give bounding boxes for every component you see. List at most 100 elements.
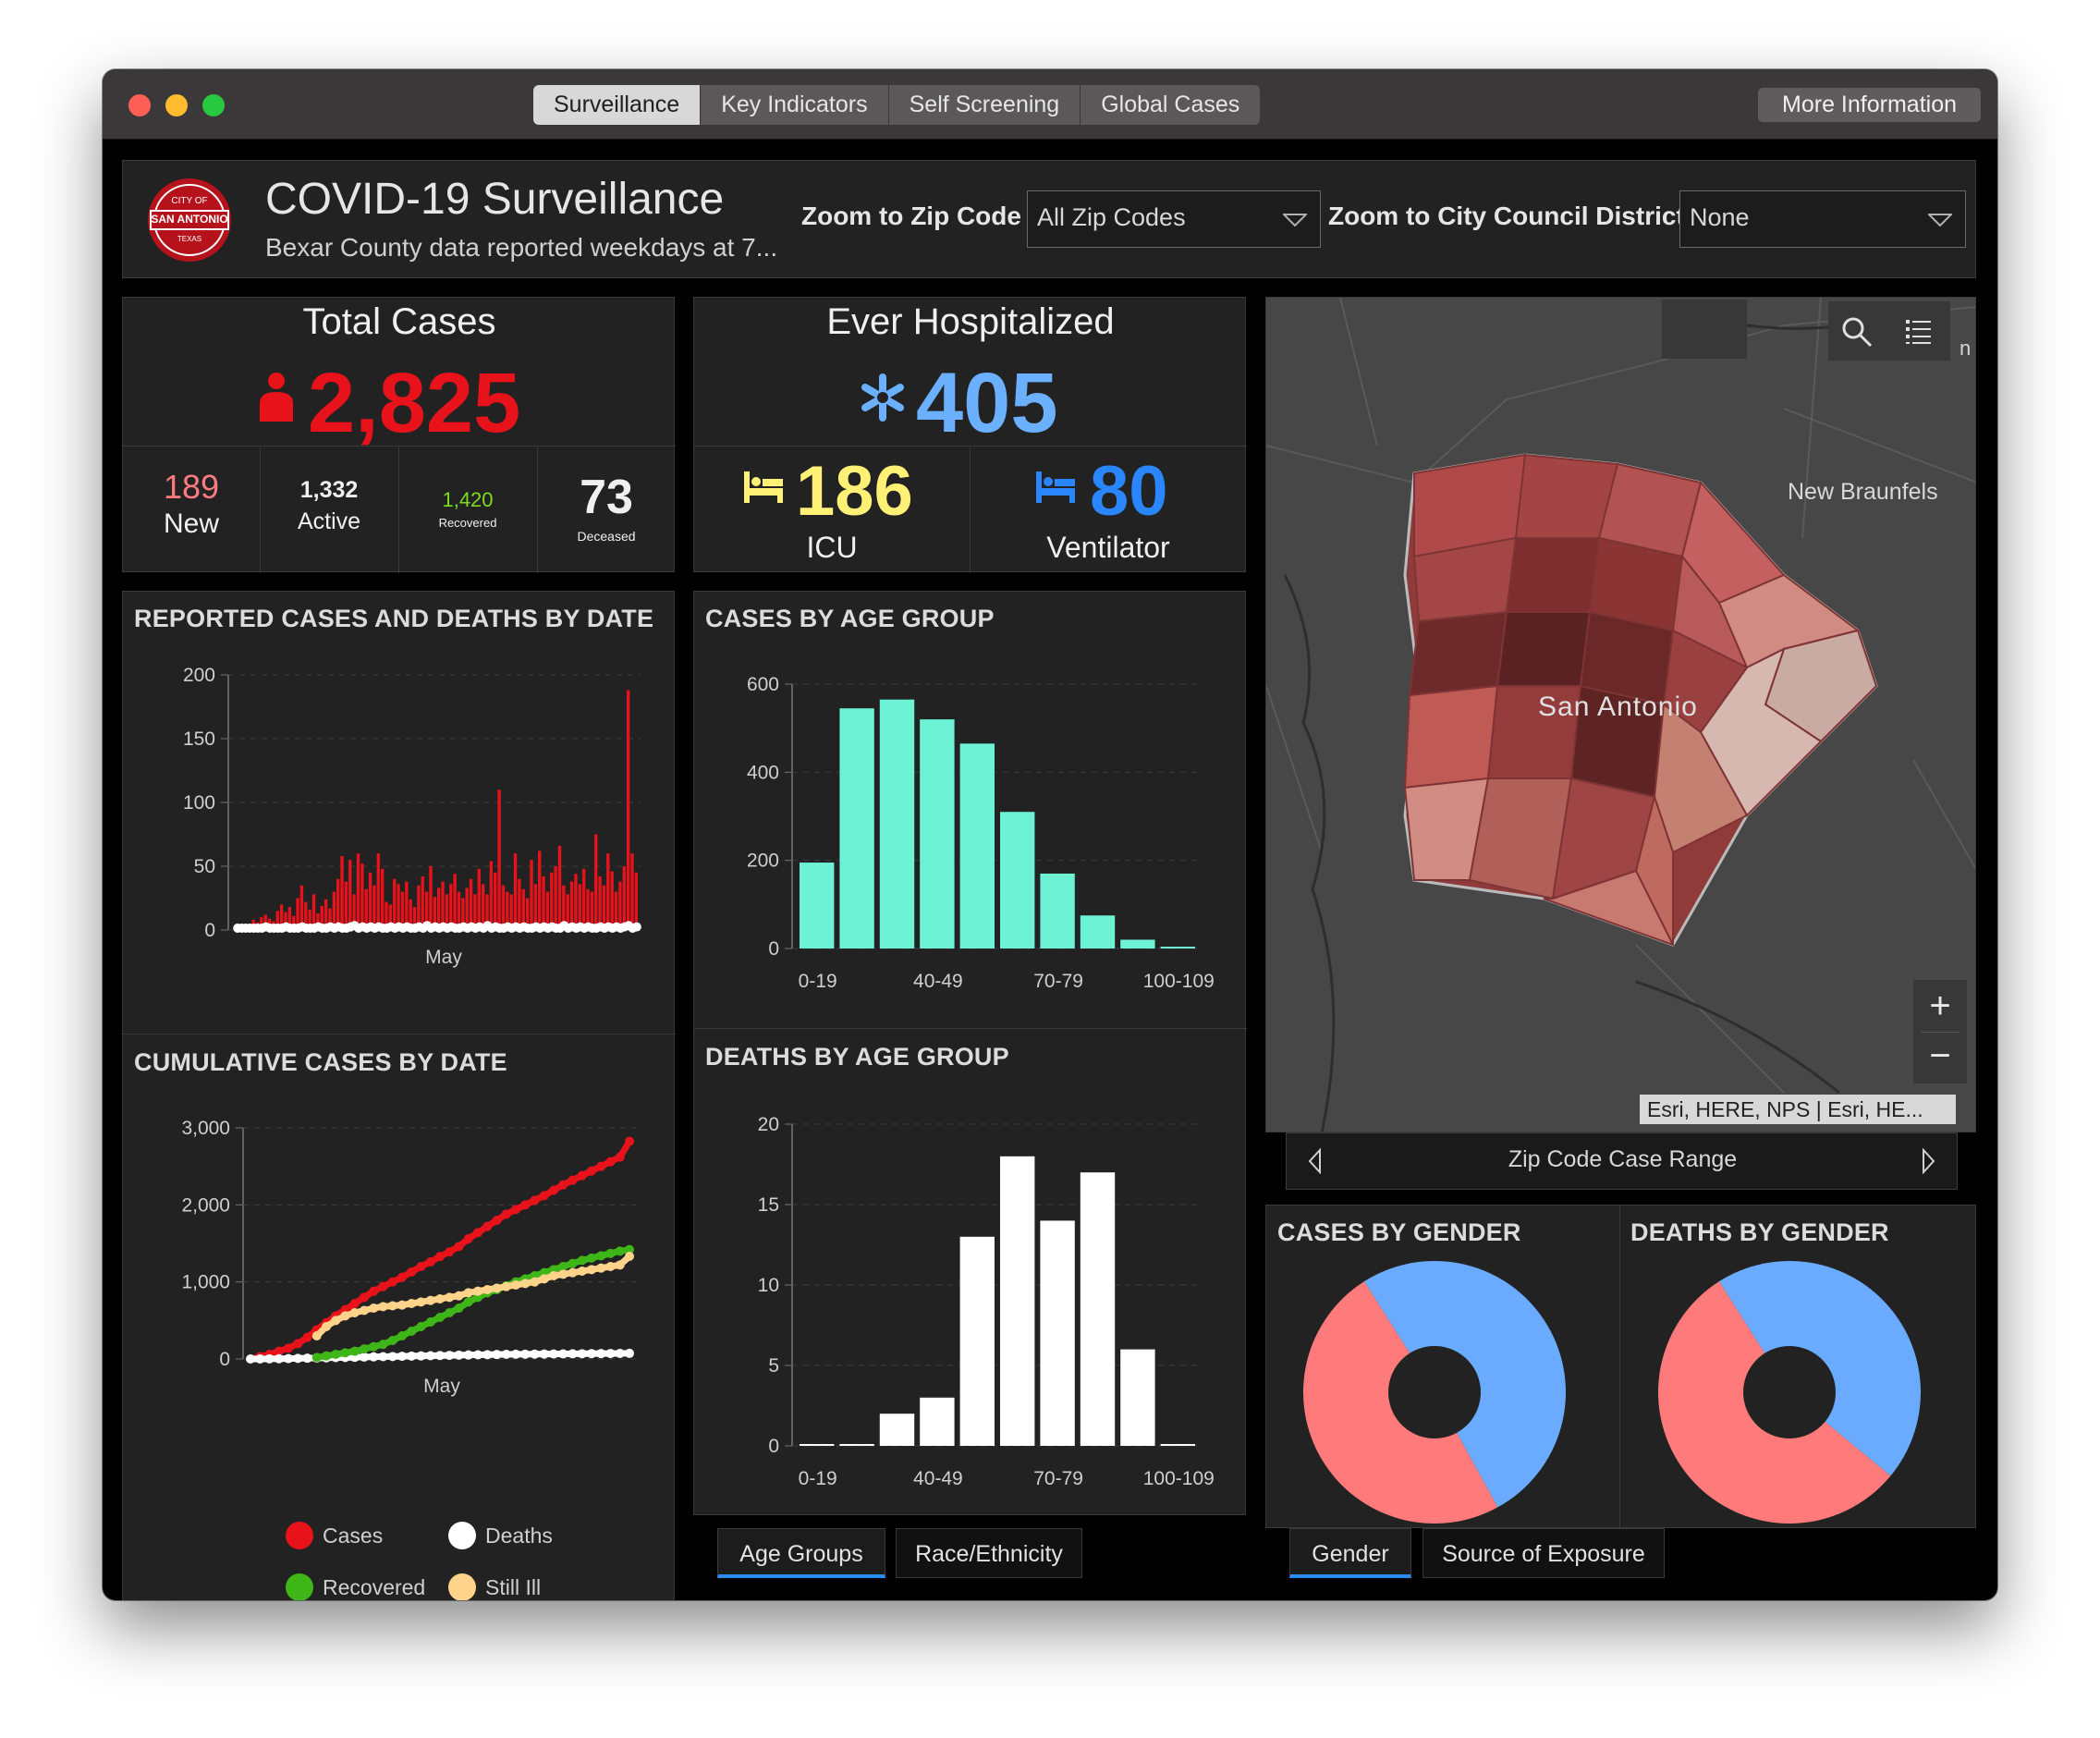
still-ill-point: [360, 1305, 369, 1316]
map-attribution[interactable]: Esri, HERE, NPS | Esri, HE...: [1640, 1095, 1956, 1124]
cases-point: [530, 1195, 540, 1206]
y-tick-label: 200: [183, 665, 215, 686]
still-ill-point: [331, 1316, 341, 1326]
male-slice: [1718, 1261, 1921, 1476]
still-ill-point: [463, 1288, 473, 1298]
app-window: Surveillance Key Indicators Self Screeni…: [103, 69, 1997, 1600]
cases-point: [407, 1267, 417, 1277]
case-bar: [316, 913, 320, 930]
total-cases-title: Total Cases: [302, 301, 496, 342]
case-bar: [304, 901, 308, 930]
zoom-out-button[interactable]: −: [1929, 1035, 1951, 1076]
legend-recovered-label[interactable]: Recovered: [323, 1575, 426, 1599]
still-ill-point: [492, 1283, 502, 1293]
case-bar: [513, 853, 518, 930]
age-bar: [1160, 1444, 1195, 1446]
case-bar: [530, 860, 533, 930]
bed-icon: [1036, 471, 1075, 503]
recovered-point: [587, 1253, 596, 1263]
male-slice: [1363, 1261, 1566, 1508]
zip-code-map[interactable]: San Antonio New Braunfels n + − Esri, HE…: [1265, 297, 1976, 1132]
zoom-in-button[interactable]: +: [1929, 985, 1951, 1026]
tab-gender[interactable]: Gender: [1289, 1528, 1411, 1578]
bed-icon: [744, 471, 783, 503]
logo-top-text: CITY OF: [171, 196, 208, 206]
cases-point: [539, 1191, 549, 1201]
recovered-point: [360, 1344, 369, 1354]
age-bar: [1160, 947, 1195, 949]
deaths-point: [463, 1350, 473, 1360]
still-ill-point: [511, 1280, 520, 1290]
person-icon: [260, 373, 293, 422]
deaths-point: [511, 1349, 520, 1359]
close-window-button[interactable]: [128, 94, 151, 116]
tab-surveillance[interactable]: Surveillance: [533, 85, 702, 125]
still-ill-point: [615, 1260, 625, 1270]
tab-age-groups[interactable]: Age Groups: [717, 1528, 885, 1578]
still-ill-point: [587, 1265, 596, 1275]
tab-key-indicators[interactable]: Key Indicators: [701, 85, 889, 125]
minimize-window-button[interactable]: [165, 94, 188, 116]
legend-recovered-swatch: [286, 1573, 313, 1600]
case-bar: [437, 887, 441, 930]
case-bar: [397, 884, 400, 930]
tab-self-screening[interactable]: Self Screening: [888, 85, 1081, 125]
cases-point: [360, 1292, 369, 1303]
council-district-select[interactable]: None: [1679, 190, 1966, 248]
case-bar: [311, 894, 316, 930]
case-bar: [594, 834, 598, 930]
icu-label: ICU: [806, 531, 858, 564]
page-title: COVID-19 Surveillance: [265, 175, 725, 224]
still-ill-point: [425, 1295, 435, 1305]
case-bar: [501, 885, 506, 930]
case-bar: [360, 863, 364, 930]
deaths-point: [284, 1353, 293, 1364]
case-bar: [581, 868, 586, 930]
still-ill-point: [605, 1262, 616, 1271]
cases-point: [577, 1170, 587, 1181]
deaths-by-age-chart: 0 5 10 15 20 0-19 40-49 70-79 100-109: [758, 1114, 1215, 1489]
x-tick-label: 100-109: [1143, 1468, 1215, 1489]
tab-race-ethnicity[interactable]: Race/Ethnicity: [896, 1528, 1082, 1578]
recovered-point: [397, 1331, 407, 1340]
cases-point: [568, 1175, 578, 1185]
tab-global-cases[interactable]: Global Cases: [1081, 85, 1261, 125]
case-bar: [433, 897, 436, 930]
main-tabs: Surveillance Key Indicators Self Screeni…: [533, 85, 1261, 125]
dashboard-header: CITY OF SAN ANTONIO TEXAS COVID-19 Surve…: [122, 160, 1976, 278]
still-ill-point: [501, 1281, 511, 1291]
cases-point: [284, 1343, 293, 1353]
y-tick-label: 5: [768, 1355, 779, 1377]
x-tick-label: 100-109: [1143, 971, 1215, 992]
case-bar: [497, 789, 501, 930]
case-bar: [566, 894, 569, 930]
age-bar: [959, 743, 995, 949]
search-icon[interactable]: [1841, 316, 1873, 348]
case-bar: [606, 853, 610, 930]
case-bar: [533, 884, 537, 930]
legend-deaths-label[interactable]: Deaths: [485, 1524, 553, 1548]
case-bar: [393, 878, 397, 930]
case-bar: [461, 898, 465, 930]
chevron-right-icon[interactable]: [1920, 1148, 1936, 1174]
council-district-value: None: [1690, 203, 1750, 231]
case-bar: [485, 894, 489, 930]
deaths-by-gender-chart: [1658, 1261, 1921, 1524]
tab-source-of-exposure[interactable]: Source of Exposure: [1422, 1528, 1665, 1578]
zip-code-select[interactable]: All Zip Codes: [1027, 190, 1321, 248]
recovered-point: [625, 1244, 634, 1255]
list-icon[interactable]: [1904, 316, 1934, 346]
more-information-button[interactable]: More Information: [1758, 88, 1981, 122]
chevron-left-icon[interactable]: [1307, 1148, 1324, 1174]
legend-still-ill-label[interactable]: Still Ill: [485, 1575, 542, 1599]
legend-cases-label[interactable]: Cases: [323, 1524, 384, 1548]
case-bar: [400, 891, 405, 930]
map-canvas[interactable]: [1266, 298, 1976, 1132]
case-bar: [292, 915, 296, 930]
case-bar: [574, 874, 578, 930]
case-bar: [287, 907, 292, 930]
case-bar: [618, 881, 622, 930]
zoom-window-button[interactable]: [202, 94, 225, 116]
age-bar: [959, 1236, 995, 1446]
map-toolbar: [1828, 301, 1950, 361]
